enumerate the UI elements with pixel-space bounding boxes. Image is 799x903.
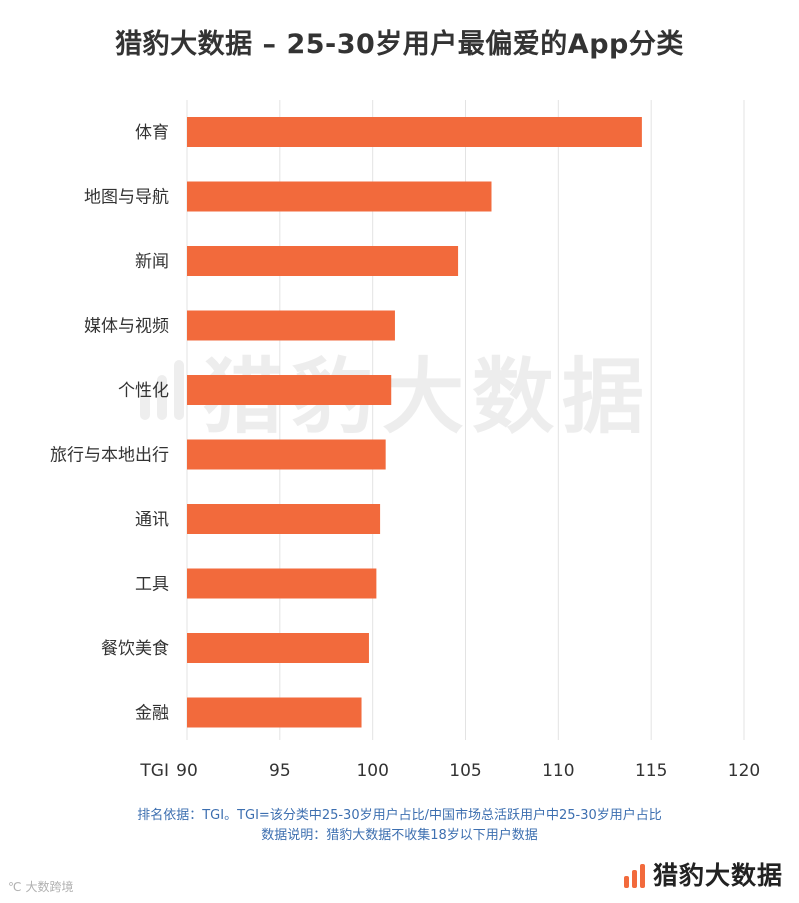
footnote-ranking-basis: 排名依据：TGI。TGI=该分类中25-30岁用户占比/中国市场总活跃用户中25… [137, 808, 662, 823]
category-label: 地图与导航 [84, 188, 169, 208]
x-tick-label: 90 [176, 761, 198, 781]
category-label: 体育 [135, 123, 169, 143]
logo-bars-icon [623, 860, 645, 888]
category-label: 个性化 [118, 381, 169, 401]
bar [187, 439, 386, 470]
x-tick-label: 95 [269, 761, 291, 781]
x-tick-label: 110 [542, 761, 574, 781]
bar [187, 568, 377, 599]
x-tick-label: 105 [449, 761, 481, 781]
bar [187, 310, 395, 341]
x-axis-label: TGI [139, 761, 169, 781]
corner-watermark-text: 大数跨境 [25, 880, 74, 894]
x-tick-label: 120 [728, 761, 760, 781]
bar [187, 181, 492, 212]
category-label: 工具 [135, 575, 169, 595]
bar [187, 375, 392, 405]
category-label: 通讯 [135, 510, 169, 530]
x-tick-label: 100 [356, 761, 388, 781]
category-label: 旅行与本地出行 [50, 446, 169, 466]
category-label: 媒体与视频 [84, 317, 169, 337]
bar [187, 697, 362, 728]
corner-watermark-icon: ℃ [8, 879, 22, 894]
bar [187, 246, 459, 276]
footnote-data-note: 数据说明：猎豹大数据不收集18岁以下用户数据 [261, 828, 538, 843]
category-label: 金融 [135, 704, 169, 724]
brand-logo: 猎豹大数据 [623, 856, 783, 892]
chart-title: 猎豹大数据 – 25-30岁用户最偏爱的App分类 [115, 29, 684, 60]
bar [187, 633, 369, 663]
category-label: 餐饮美食 [101, 639, 169, 659]
x-tick-label: 115 [635, 761, 667, 781]
corner-watermark: ℃ 大数跨境 [8, 878, 74, 895]
category-label: 新闻 [135, 252, 169, 272]
bar [187, 504, 381, 534]
logo-text: 猎豹大数据 [652, 861, 783, 890]
bar [187, 117, 642, 147]
